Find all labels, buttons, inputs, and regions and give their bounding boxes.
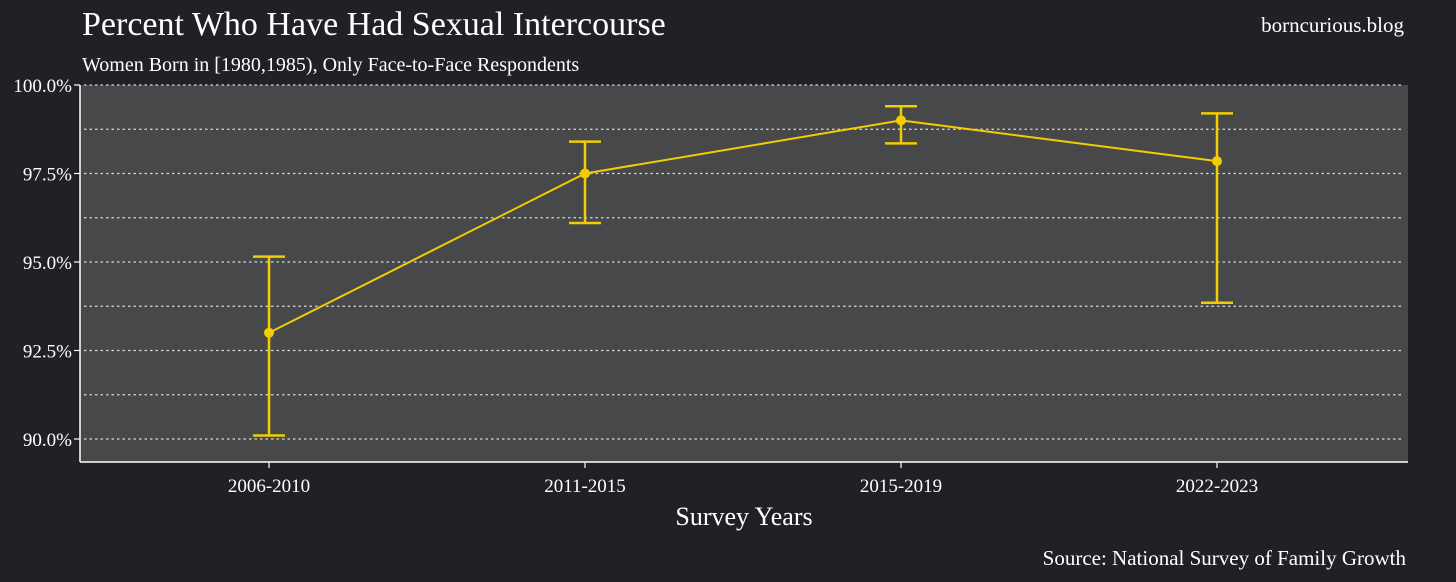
- gridlines: [84, 84, 1404, 440]
- x-axis-label: Survey Years: [675, 502, 812, 531]
- error-bar: [253, 255, 285, 437]
- y-tick-labels: 90.0% 92.5% 95.0% 97.5% 100.0%: [13, 76, 72, 451]
- data-point: [264, 327, 274, 338]
- data-point: [1212, 156, 1222, 167]
- axes: [74, 84, 1408, 468]
- x-tick-labels: 2006-2010 2011-2015 2015-2019 2022-2023: [228, 476, 1258, 497]
- y-tick-label: 100.0%: [13, 76, 72, 97]
- series-line: [268, 119, 1218, 334]
- y-tick-label: 90.0%: [23, 430, 72, 451]
- source-caption: Source: National Survey of Family Growth: [1043, 546, 1407, 570]
- data-points: [264, 115, 1222, 338]
- y-tick-label: 97.5%: [23, 164, 72, 185]
- watermark: borncurious.blog: [1261, 13, 1404, 37]
- x-tick-label: 2015-2019: [860, 476, 942, 497]
- data-point: [896, 115, 906, 126]
- y-tick-label: 95.0%: [23, 253, 72, 274]
- y-tick-label: 92.5%: [23, 341, 72, 362]
- x-tick-label: 2011-2015: [544, 476, 626, 497]
- error-bar: [569, 140, 601, 225]
- plot-panel: [80, 85, 1408, 462]
- x-tick-label: 2006-2010: [228, 476, 310, 497]
- error-bar: [1201, 112, 1233, 304]
- series-line: [268, 119, 1218, 334]
- data-point: [580, 168, 590, 179]
- error-bars: [253, 104, 1233, 437]
- chart-subtitle: Women Born in [1980,1985), Only Face-to-…: [82, 54, 579, 76]
- chart-title: Percent Who Have Had Sexual Intercourse: [82, 6, 666, 43]
- x-tick-label: 2022-2023: [1176, 476, 1258, 497]
